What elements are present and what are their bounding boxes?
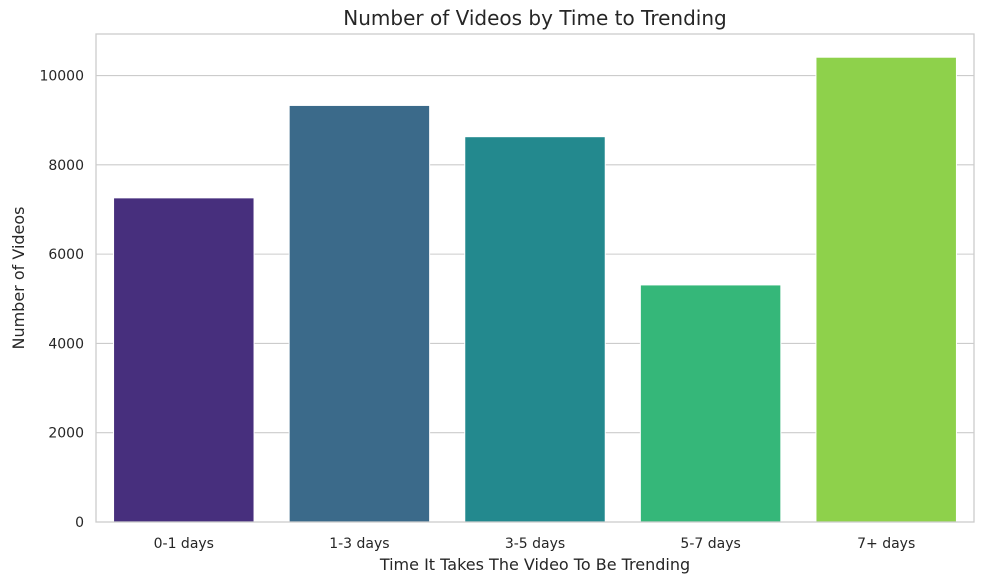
bar-5-7-days	[639, 284, 782, 523]
bar-1-3-days	[288, 104, 431, 523]
x-axis-ticks: 0-1 days 1-3 days 3-5 days 5-7 days 7+ days	[154, 536, 916, 552]
y-tick-label: 4000	[48, 336, 84, 352]
bars	[113, 56, 957, 523]
y-tick-label: 10000	[39, 69, 84, 85]
y-tick-label: 8000	[48, 158, 84, 174]
bar-3-5-days	[464, 136, 606, 523]
chart-title: Number of Videos by Time to Trending	[343, 6, 726, 30]
bar-7-days	[815, 56, 957, 523]
y-tick-label: 6000	[48, 247, 84, 263]
x-tick-label: 5-7 days	[680, 536, 740, 552]
plot-frame	[95, 33, 975, 523]
x-axis-label: Time It Takes The Video To Be Trending	[379, 555, 690, 574]
x-tick-label: 0-1 days	[154, 536, 214, 552]
y-tick-label: 0	[75, 515, 84, 531]
bar-0-1-days	[113, 197, 255, 523]
y-axis-label: Number of Videos	[9, 206, 28, 349]
x-tick-label: 3-5 days	[505, 536, 565, 552]
x-tick-label: 1-3 days	[329, 536, 389, 552]
y-tick-label: 2000	[48, 426, 84, 442]
y-axis-ticks: 0 2000 4000 6000 8000 10000	[39, 69, 84, 531]
x-tick-label: 7+ days	[857, 536, 915, 552]
